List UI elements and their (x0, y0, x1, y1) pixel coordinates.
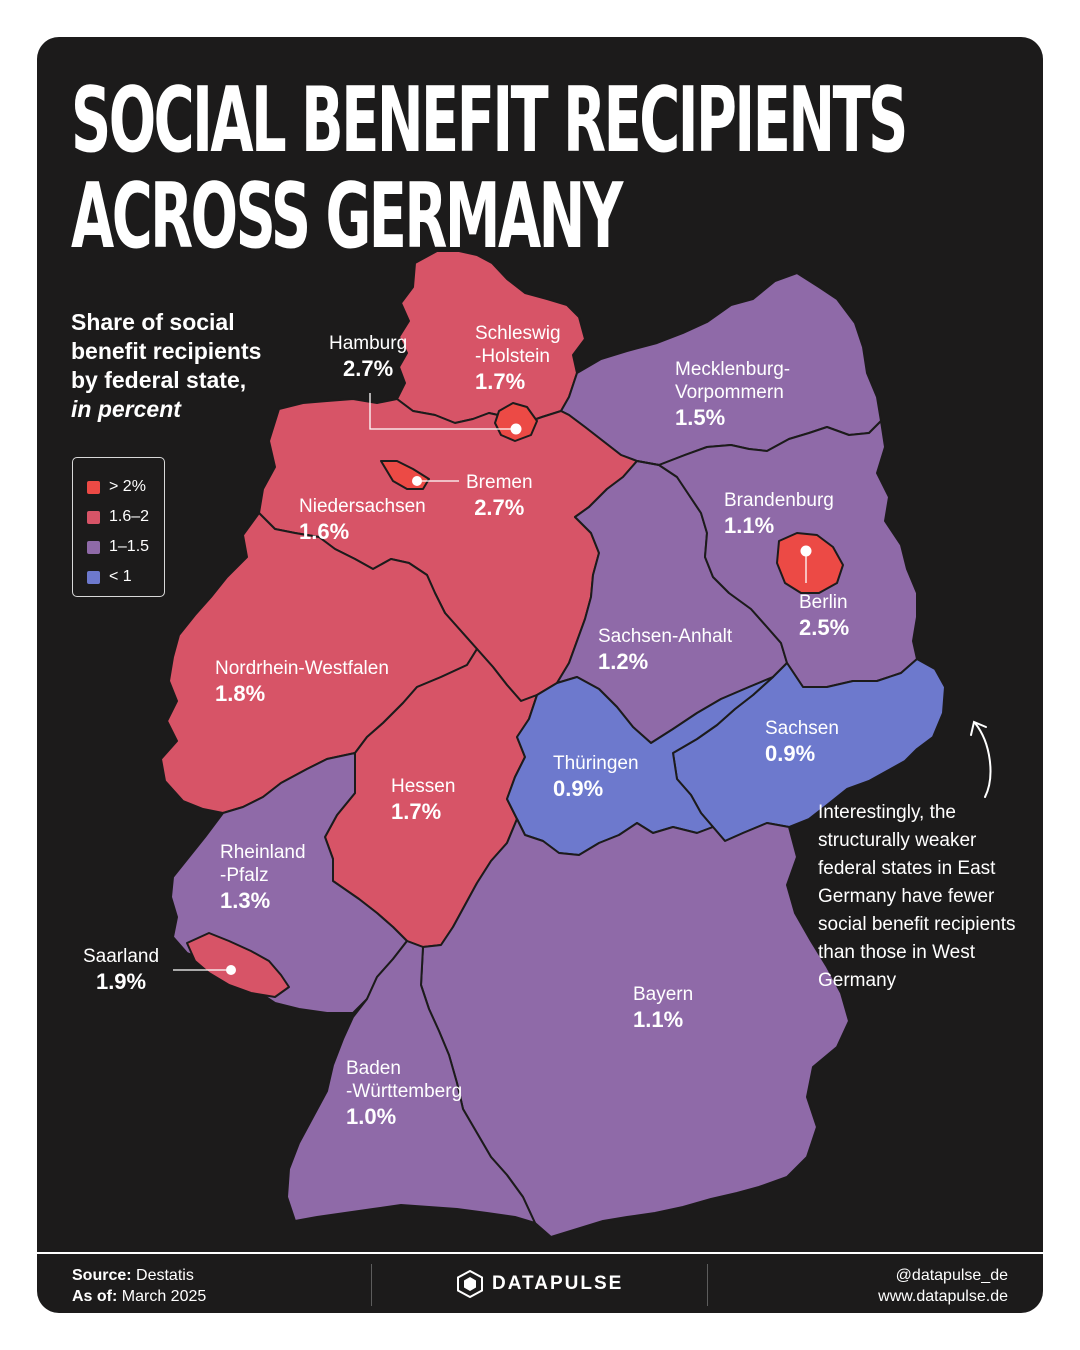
state-baden-wuerttemberg (286, 940, 536, 1224)
state-value: 1.7% (391, 799, 442, 824)
label-rheinland-pfalz: Rheinland -Pfalz 1.3% (220, 841, 306, 915)
source-label: Source: (72, 1267, 132, 1284)
state-name: Hessen (391, 776, 456, 797)
label-thueringen: Thüringen 0.9% (553, 752, 639, 803)
legend-swatch (87, 510, 100, 524)
footer-divider (371, 1264, 372, 1306)
state-name: Saarland (83, 946, 160, 967)
state-value: 1.8% (215, 681, 266, 706)
legend-label: > 2% (109, 478, 146, 495)
infographic-card: SOCIAL BENEFIT RECIPIENTS ACROSS GERMANY… (37, 37, 1043, 1313)
label-saarland: Saarland 1.9% (83, 945, 159, 996)
state-name: Baden -Württemberg (346, 1058, 463, 1102)
brand-name: DATAPULSE (492, 1273, 624, 1294)
subtitle-line-3: by federal state, (71, 367, 247, 393)
state-value: 1.5% (675, 405, 726, 430)
legend-item: 1.6–2 (87, 502, 164, 532)
label-bayern: Bayern 1.1% (633, 983, 693, 1034)
curved-arrow-icon (970, 720, 992, 798)
berlin-pin (800, 545, 812, 557)
state-value: 2.5% (799, 615, 850, 640)
legend-label: 1–1.5 (109, 538, 150, 555)
map-subtitle: Share of social benefit recipients by fe… (71, 308, 261, 424)
state-value: 1.3% (220, 888, 271, 913)
label-berlin: Berlin 2.5% (799, 591, 849, 642)
label-schleswig-holstein: Schleswig -Holstein 1.7% (475, 322, 561, 396)
state-value: 1.6% (299, 519, 350, 544)
state-name: Thüringen (553, 753, 639, 774)
label-sachsen: Sachsen 0.9% (765, 717, 839, 768)
label-sachsen-anhalt: Sachsen-Anhalt 1.2% (598, 625, 732, 676)
state-value: 2.7% (474, 495, 525, 520)
subtitle-line-2: benefit recipients (71, 338, 262, 364)
state-berlin (776, 532, 844, 594)
title-line-1: SOCIAL BENEFIT RECIPIENTS (71, 68, 908, 173)
state-value: 1.9% (95, 969, 147, 994)
hamburg-leader-line (369, 393, 516, 430)
state-value: 2.7% (343, 356, 394, 381)
footer-contact: @datapulse_de www.datapulse.de (878, 1265, 1008, 1307)
annotation-note: Interestingly, the structurally weaker f… (818, 802, 1016, 991)
state-name: Mecklenburg- Vorpommern (675, 359, 791, 403)
state-name: Sachsen (765, 718, 839, 739)
legend-item: < 1 (87, 562, 164, 592)
legend-item: > 2% (87, 472, 164, 502)
state-name: Rheinland -Pfalz (220, 842, 306, 886)
label-nordrhein-westfalen: Nordrhein-Westfalen 1.8% (215, 657, 389, 708)
state-saarland (186, 932, 290, 998)
state-value: 0.9% (765, 741, 816, 766)
asof-value: March 2025 (121, 1288, 207, 1305)
state-name: Nordrhein-Westfalen (215, 658, 389, 679)
legend-swatch (87, 540, 100, 554)
legend-swatch (87, 570, 100, 584)
footer: Source: Destatis As of: March 2025 DATAP… (37, 1252, 1043, 1313)
label-baden-wuerttemberg: Baden -Württemberg 1.0% (346, 1057, 462, 1131)
state-name: Schleswig -Holstein (475, 323, 561, 367)
state-name: Hamburg (329, 333, 408, 354)
footer-divider (707, 1264, 708, 1306)
state-name: Niedersachsen (299, 496, 426, 517)
label-niedersachsen: Niedersachsen 1.6% (299, 495, 426, 546)
asof-label: As of: (72, 1288, 118, 1305)
legend-label: 1.6–2 (109, 508, 150, 525)
subtitle-line-4: in percent (71, 396, 181, 422)
datapulse-logo-icon (457, 1270, 483, 1298)
legend-item: 1–1.5 (87, 532, 164, 562)
state-value: 0.9% (553, 776, 604, 801)
label-brandenburg: Brandenburg 1.1% (724, 489, 834, 540)
title-line-2: ACROSS GERMANY (71, 164, 623, 269)
bremen-pin (412, 476, 422, 486)
state-name: Bayern (633, 984, 694, 1005)
source-value: Destatis (136, 1267, 194, 1284)
state-name: Sachsen-Anhalt (598, 626, 733, 647)
social-handle-link[interactable]: @datapulse_de (895, 1267, 1008, 1284)
legend-label: < 1 (109, 568, 132, 585)
page-title: SOCIAL BENEFIT RECIPIENTS ACROSS GERMANY (71, 68, 908, 269)
subtitle-line-1: Share of social (71, 309, 235, 335)
map-legend: > 2% 1.6–2 1–1.5 < 1 (72, 457, 165, 597)
state-value: 1.2% (598, 649, 649, 674)
state-name: Berlin (799, 592, 848, 613)
state-hamburg (494, 402, 538, 442)
label-bremen: Bremen 2.7% (466, 471, 533, 522)
footer-source: Source: Destatis As of: March 2025 (72, 1265, 206, 1307)
state-value: 1.7% (475, 369, 526, 394)
state-value: 1.1% (724, 513, 775, 538)
legend-swatch (87, 480, 100, 494)
germany-map (160, 250, 992, 1238)
state-name: Brandenburg (724, 490, 834, 511)
state-value: 1.1% (633, 1007, 684, 1032)
label-mecklenburg-vorpommern: Mecklenburg- Vorpommern 1.5% (675, 358, 790, 432)
state-value: 1.0% (346, 1104, 397, 1129)
state-name: Bremen (466, 472, 533, 493)
hamburg-pin (510, 423, 522, 435)
website-link[interactable]: www.datapulse.de (878, 1288, 1008, 1305)
brand: DATAPULSE (457, 1270, 623, 1298)
label-hessen: Hessen 1.7% (391, 775, 455, 826)
saarland-pin (226, 965, 236, 975)
label-hamburg: Hamburg 2.7% (329, 332, 407, 383)
